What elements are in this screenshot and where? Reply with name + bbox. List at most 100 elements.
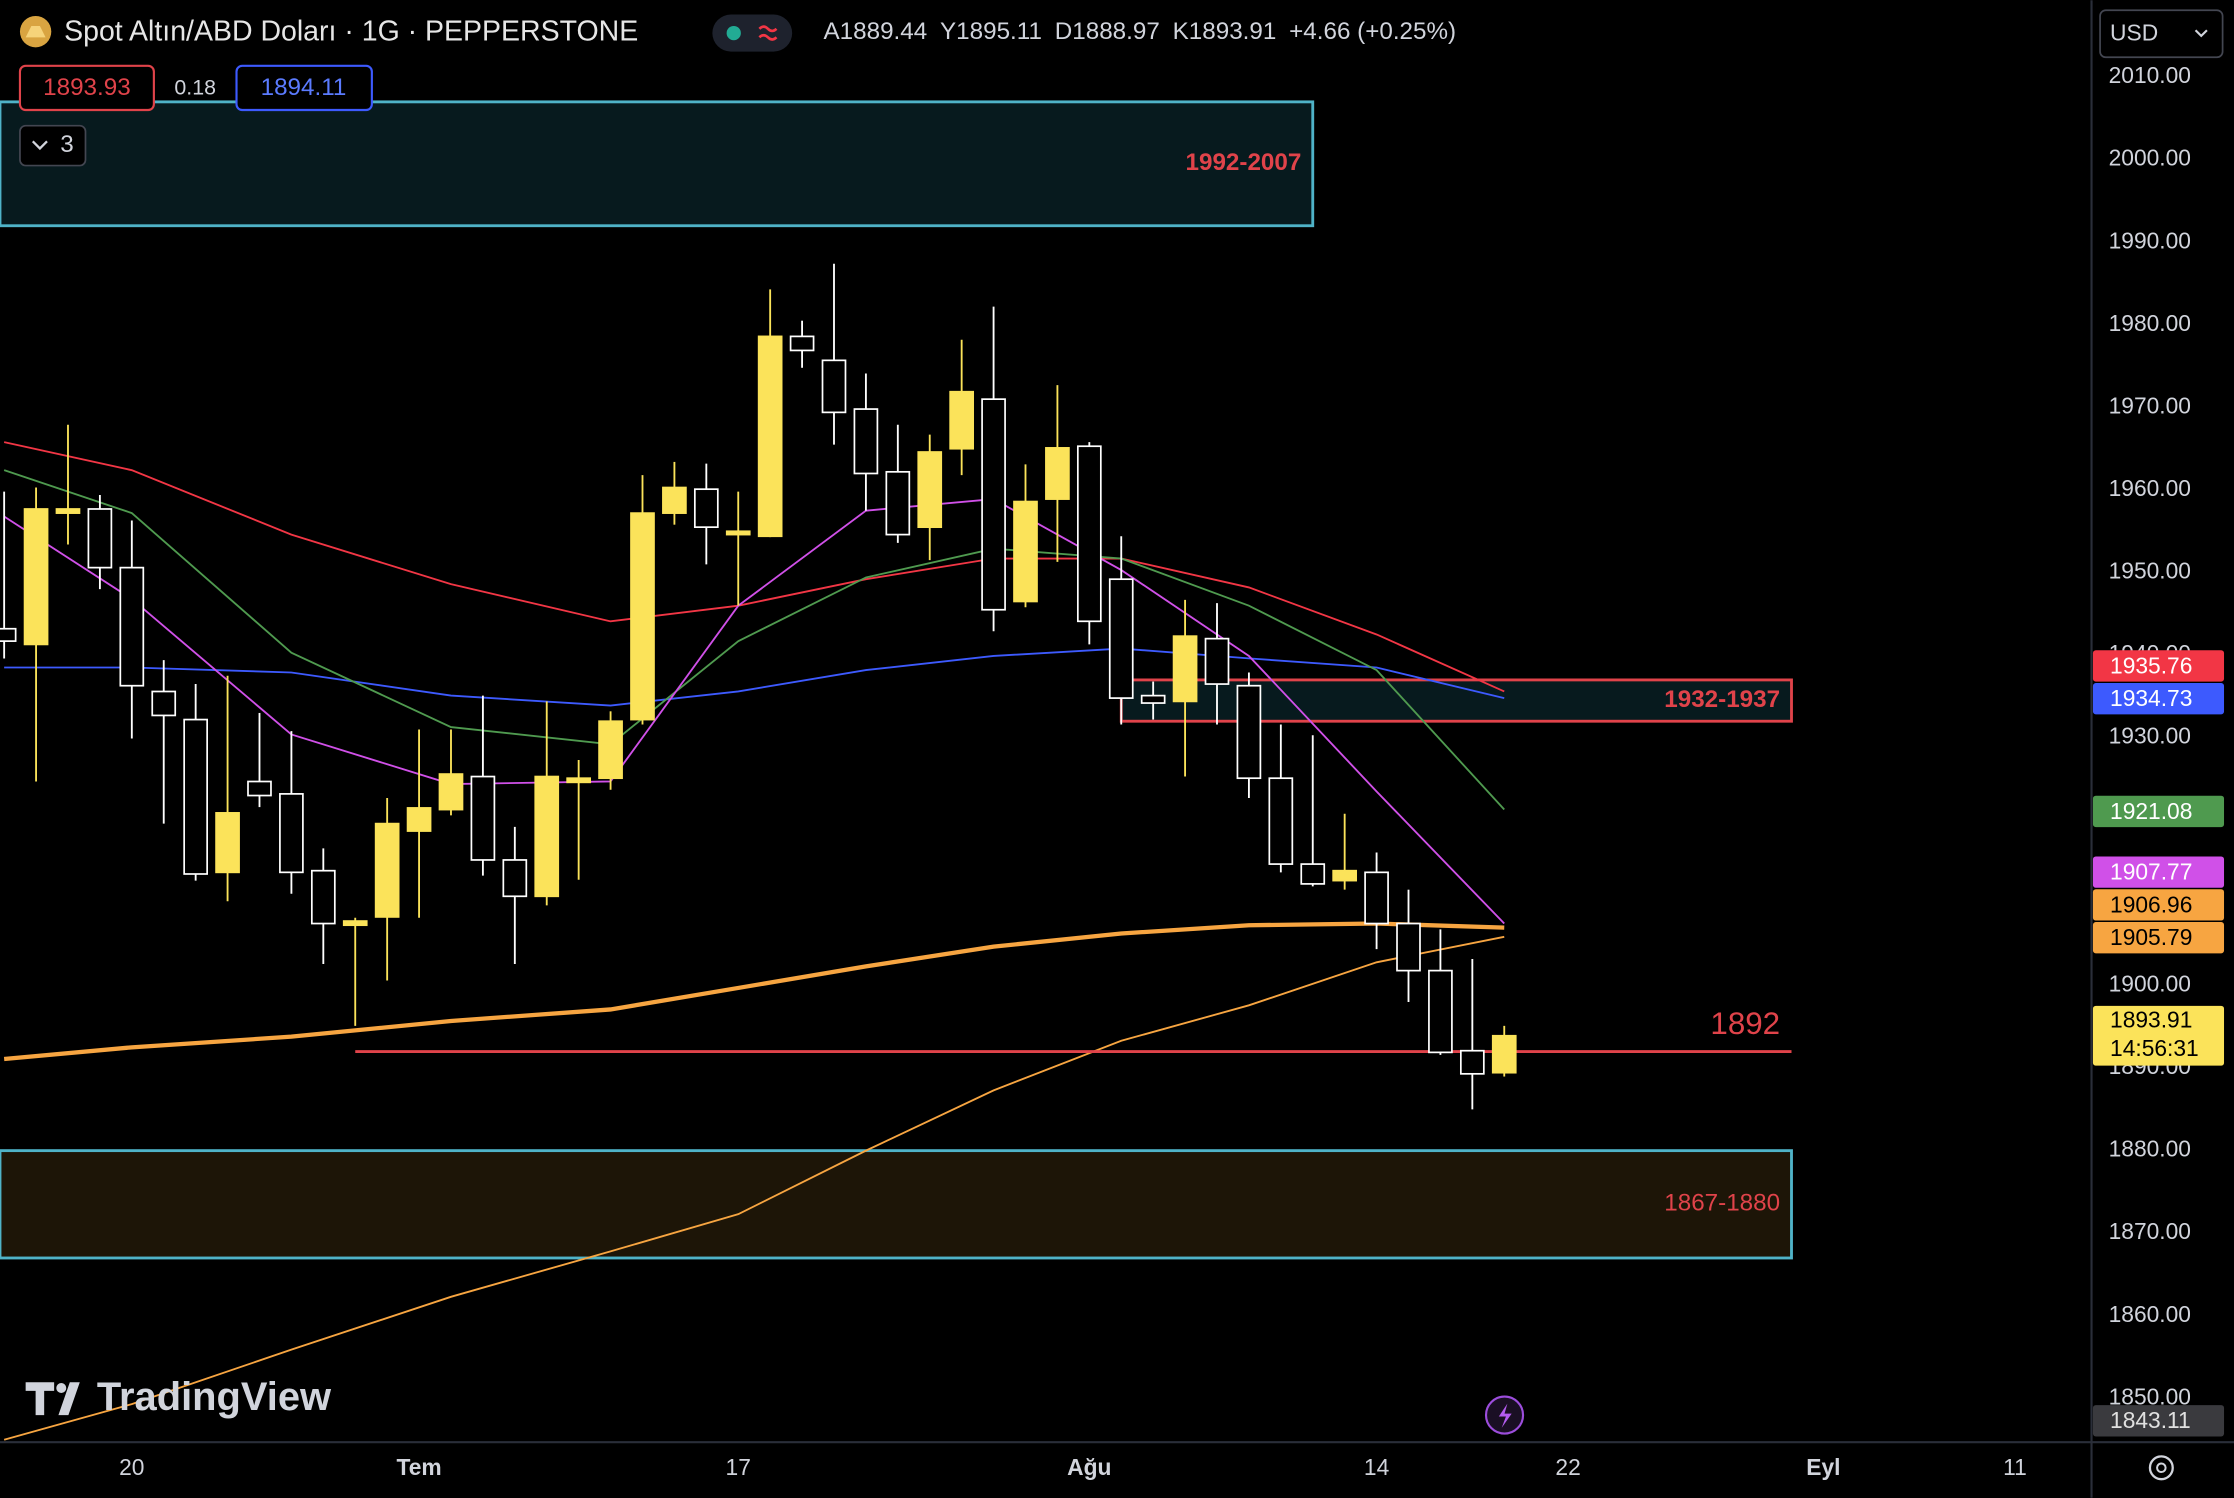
axes: 1850.001860.001870.001880.001890.001900.…: [119, 62, 2225, 1480]
x-tick-label: 20: [119, 1454, 144, 1480]
candle-body: [885, 470, 911, 536]
price-badge: [2092, 921, 2225, 954]
zone: [0, 1149, 1793, 1260]
candle-body: [949, 390, 975, 450]
moving-average: [3, 441, 1505, 693]
candle-body: [1268, 777, 1294, 865]
candle-body: [630, 512, 655, 721]
candle-body: [342, 920, 368, 927]
plot-area: 1992-2007 1932-1937 1867-1880 1892: [0, 100, 1793, 1441]
indicators-count[interactable]: 3: [60, 131, 73, 158]
candle-body: [662, 486, 687, 514]
x-tick-label: 14: [1364, 1454, 1389, 1480]
zone-label: 1932-1937: [1664, 686, 1780, 713]
price-badge-label: 1935.76: [2110, 652, 2192, 678]
y-tick-label: 1970.00: [2109, 392, 2191, 418]
y-tick-label: 2010.00: [2109, 62, 2191, 88]
y-tick-label: 1960.00: [2109, 475, 2191, 501]
candle-body: [279, 793, 304, 874]
candle-body: [183, 718, 208, 875]
price-badge-label: 1893.91: [2110, 1007, 2192, 1033]
ohlc-label: A: [824, 18, 841, 45]
candle-body: [693, 488, 719, 529]
y-tick-label: 1850.00: [2109, 1383, 2191, 1409]
candle-body: [1108, 578, 1134, 699]
candle-body: [1236, 684, 1262, 780]
y-tick-label: 1870.00: [2109, 1218, 2191, 1244]
y-tick-label: 1900.00: [2109, 970, 2191, 996]
status-pill: [712, 14, 793, 52]
price-badge: [2092, 856, 2225, 888]
candle-body: [981, 398, 1006, 611]
candle-body: [789, 335, 815, 352]
candle-body: [1204, 637, 1230, 685]
moving-average: [3, 935, 1505, 1441]
sell-price[interactable]: 1893.93: [43, 74, 131, 101]
ohlc-label: D: [1055, 18, 1073, 45]
candle-body: [1172, 635, 1198, 703]
price-badge: [2092, 683, 2225, 715]
x-tick-label: Eyl: [1806, 1454, 1840, 1480]
level-label: 1892: [1710, 1006, 1780, 1041]
ohlc-value: 1893.91: [1189, 18, 1277, 45]
symbol-icon-bars: [25, 25, 46, 38]
candle-body: [1364, 871, 1389, 925]
candle-body: [566, 777, 592, 784]
y-tick-label: 1930.00: [2109, 723, 2191, 749]
candle-body: [853, 408, 879, 475]
price-badge: [2092, 1005, 2225, 1066]
spread: 0.18: [174, 75, 216, 99]
price-badge-label: 1906.96: [2110, 891, 2192, 917]
settings-button[interactable]: [2148, 1455, 2174, 1481]
chevron-icon: [2194, 29, 2208, 38]
candle-body: [725, 530, 751, 536]
price-badge: [2092, 1405, 2225, 1437]
candle-body: [598, 720, 623, 780]
zone-label: 1867-1880: [1664, 1190, 1780, 1217]
candle-body: [438, 773, 464, 811]
candle-body: [1396, 922, 1421, 972]
y-tick-label: 1990.00: [2109, 227, 2191, 253]
price-badge-label: 1843.11: [2110, 1407, 2191, 1433]
indicators-toggle[interactable]: [19, 124, 87, 167]
candle-body: [1076, 445, 1102, 623]
candle-body: [917, 451, 943, 529]
logo-mark: [25, 1382, 80, 1416]
candle-body: [1045, 447, 1070, 500]
candle-body: [55, 508, 81, 514]
chevron-icon: [31, 140, 48, 151]
candle-body: [87, 508, 113, 569]
candle-body: [215, 812, 240, 874]
candle-body: [1428, 969, 1453, 1054]
candle-body: [23, 508, 49, 646]
y-tick-label: 1860.00: [2109, 1301, 2191, 1327]
candle-body: [821, 359, 847, 414]
candle-body: [151, 690, 177, 717]
candle-body: [1459, 1049, 1485, 1075]
buy-price[interactable]: 1894.11: [261, 74, 347, 101]
price-badge: [2092, 650, 2225, 682]
ohlc-value: 1889.44: [840, 18, 928, 45]
status-dot: [726, 25, 741, 41]
currency-select[interactable]: [2099, 9, 2224, 59]
buy-button[interactable]: [235, 64, 373, 112]
ohlc-label: Y: [940, 18, 956, 45]
y-tick-label: 1950.00: [2109, 558, 2191, 584]
currency-label[interactable]: USD: [2110, 20, 2158, 46]
moving-average: [3, 498, 1505, 925]
y-tick-label: 1980.00: [2109, 310, 2191, 336]
lightning-icon: [1498, 1403, 1512, 1428]
status-icon: [758, 25, 778, 41]
candle-body: [119, 566, 145, 687]
ohlc-values: A1889.44 Y1895.11 D1888.97 K1893.91 +4.66 (+…: [824, 18, 1457, 45]
candle-body: [534, 775, 560, 898]
candle-body: [502, 859, 528, 898]
countdown-label: 14:56:31: [2110, 1035, 2199, 1061]
price-badge-label: 1907.77: [2110, 859, 2192, 885]
toolbar: Spot Altın/ABD Doları · 1G · PEPPERSTONE…: [18, 9, 2224, 1481]
x-tick-label: 17: [726, 1454, 751, 1480]
price-badge: [2092, 795, 2225, 828]
sell-button[interactable]: [18, 64, 155, 112]
